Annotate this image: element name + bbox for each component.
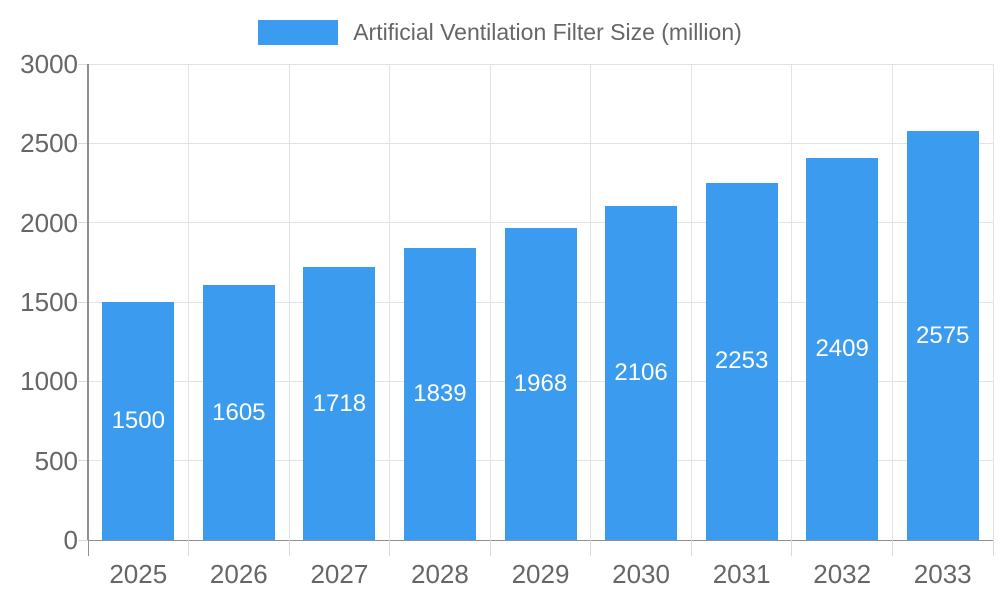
y-axis-tick [78,539,88,541]
y-gridline [88,142,993,144]
x-axis-label: 2032 [813,559,872,589]
x-axis-tick [389,540,391,556]
y-axis-tick [78,63,88,65]
x-axis-tick [891,540,893,556]
bar-2029[interactable]: 1968 [504,227,577,540]
bar-2032[interactable]: 2409 [806,157,879,540]
x-axis-tick [690,540,692,556]
x-axis-tick [188,540,190,556]
bar-value-label: 1718 [312,389,367,417]
x-axis-tick [288,540,290,556]
bar-value-label: 1968 [513,369,568,397]
x-axis-label: 2025 [109,559,168,589]
y-axis-tick [78,222,88,224]
x-axis-label: 2033 [913,559,972,589]
x-axis-tick [791,540,793,556]
y-axis-label: 1500 [20,287,78,317]
bar-2027[interactable]: 1718 [303,267,376,540]
x-axis-tick [992,540,994,556]
y-axis-label: 2500 [20,128,78,159]
legend-swatch [258,19,339,45]
x-gridline [389,64,391,540]
x-axis-label: 2028 [411,559,469,589]
x-gridline [489,64,491,540]
x-gridline [690,64,692,540]
x-axis-label: 2026 [209,559,268,589]
x-gridline [992,64,994,540]
x-axis-tick [590,540,592,556]
y-axis-tick [78,460,88,462]
bar-value-label: 2106 [614,358,668,386]
bar-2026[interactable]: 1605 [202,285,275,540]
x-axis-label: 2027 [310,559,369,589]
x-axis-tick [87,540,89,556]
y-axis-line [87,64,89,540]
x-axis-label: 2031 [712,559,771,589]
bar-value-label: 2575 [916,321,970,349]
x-gridline [791,64,793,540]
y-axis-label: 0 [63,525,78,555]
x-axis-tick [489,540,491,556]
x-axis-label: 2030 [612,559,670,589]
y-axis-tick [78,380,88,382]
y-axis-tick [78,142,88,144]
bar-value-label: 1839 [413,380,467,408]
y-gridline [88,539,993,541]
y-gridline [88,222,993,224]
bar-value-label: 1605 [212,398,266,426]
x-gridline [288,64,290,540]
x-gridline [891,64,893,540]
y-axis-tick [78,301,88,303]
bar-2030[interactable]: 2106 [605,205,678,540]
x-axis-label: 2029 [511,559,570,589]
x-gridline [188,64,190,540]
bar-value-label: 2253 [714,347,769,375]
bar-2025[interactable]: 1500 [102,302,175,540]
bar-2028[interactable]: 1839 [403,248,476,540]
y-gridline [88,63,993,65]
bar-2033[interactable]: 2575 [906,131,979,540]
y-axis-label: 500 [34,445,78,476]
legend-label: Artificial Ventilation Filter Size (mill… [353,18,742,45]
y-axis-label: 2000 [20,207,78,238]
bar-2031[interactable]: 2253 [705,182,778,540]
y-axis-label: 1000 [20,366,78,397]
bar-value-label: 1500 [111,407,165,434]
x-gridline [590,64,592,540]
bar-value-label: 2409 [815,334,869,362]
legend-item[interactable]: Artificial Ventilation Filter Size (mill… [0,19,1000,45]
y-axis-label: 3000 [20,49,78,79]
